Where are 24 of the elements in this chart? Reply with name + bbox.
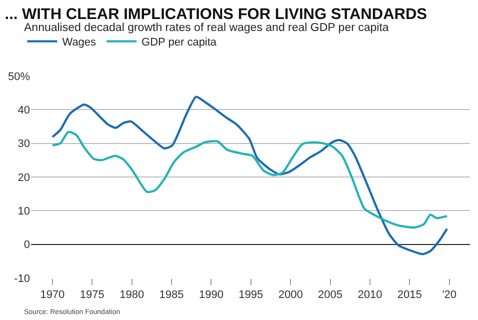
legend-label: GDP per capita: [142, 36, 218, 49]
chart-subtitle: Annualised decadal growth rates of real wages and real GDP per capita: [24, 22, 390, 34]
y-tick-label: 30: [18, 138, 30, 150]
x-tick-label: 1995: [238, 289, 264, 302]
line-series: [51, 96, 448, 256]
y-tick-label: 0: [24, 239, 30, 252]
y-tick-label: 20: [18, 172, 30, 184]
x-tick-label: 1990: [198, 289, 224, 302]
x-tick-label: 2015: [397, 289, 422, 302]
y-tick-label: 50%: [8, 70, 30, 83]
x-tick-label: 2010: [358, 289, 382, 302]
legend-label: Wages: [62, 36, 97, 49]
x-tick-label: 1985: [159, 289, 184, 302]
x-tick-label: 1975: [80, 289, 104, 302]
x-tick-label: 1980: [120, 289, 144, 302]
x-tick-label: 2005: [318, 289, 343, 302]
y-tick-label: 10: [18, 206, 30, 218]
y-tick-label: -10: [14, 272, 30, 285]
x-tick-label: 2000: [278, 289, 303, 302]
chart-title: ... WITH CLEAR IMPLICATIONS FOR LIVING STANDARDS: [4, 6, 427, 23]
x-tick-label: 1970: [40, 289, 65, 302]
y-tick-label: 40: [18, 104, 30, 117]
x-tick-label: '20: [442, 289, 457, 302]
line-series: [51, 130, 448, 229]
